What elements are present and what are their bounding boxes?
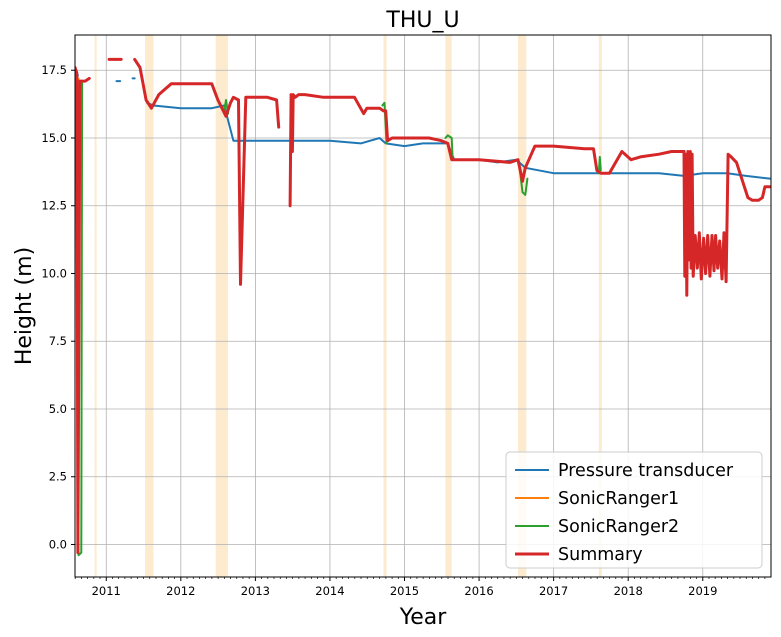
x-tick-label: 2012 [166,584,195,598]
y-tick-label: 5.0 [49,402,67,416]
highlight-band [383,35,387,577]
series-lines [75,57,771,557]
chart-title: THU_U [385,8,459,33]
y-tick-label: 2.5 [49,470,67,484]
y-tick-label: 10.0 [41,266,67,280]
series-line-segment [444,134,454,161]
x-tick-label: 2013 [241,584,270,598]
x-tick-label: 2017 [539,584,568,598]
x-axis-label: Year [399,605,448,630]
x-tick-label: 2018 [614,584,643,598]
x-tick-label: 2015 [390,584,419,598]
legend-entry: SonicRanger1 [558,489,679,509]
legend-entry: Summary [558,545,643,565]
highlight-band [215,35,229,577]
series-line-segment [597,155,602,175]
series-line-segment [146,101,771,180]
series-line-segment [288,93,686,208]
highlight-band [517,35,527,577]
x-tick-label: 2011 [92,584,121,598]
highlight-band [445,35,452,577]
highlight-periods [94,35,602,577]
axis-ticks: 2011 2012 2013 2014 2015 2016 2017 2018 2019 0.0 2… [41,63,766,598]
x-tick-label: 2014 [315,584,344,598]
y-tick-label: 12.5 [41,199,67,213]
y-tick-label: 0.0 [49,537,67,551]
highlight-band [145,35,154,577]
legend-entry: Pressure transducer [558,461,734,481]
x-tick-label: 2016 [464,584,493,598]
series-line-segment [724,152,771,284]
y-tick-label: 7.5 [49,334,67,348]
legend-box [505,451,763,569]
series-summary [75,57,771,555]
y-tick-label: 15.0 [41,131,67,145]
series-line-segment [75,66,91,555]
legend: Pressure transducer SonicRanger1 SonicRang… [505,451,763,569]
x-tick-label: 2019 [688,584,717,598]
series-line-segment [133,57,281,286]
legend-entry: SonicRanger2 [558,517,679,537]
y-axis-label: Height (m) [12,247,37,365]
highlight-band [94,35,97,577]
highlight-band [598,35,602,577]
series-line-segment [682,150,728,297]
y-tick-label: 17.5 [41,63,67,77]
